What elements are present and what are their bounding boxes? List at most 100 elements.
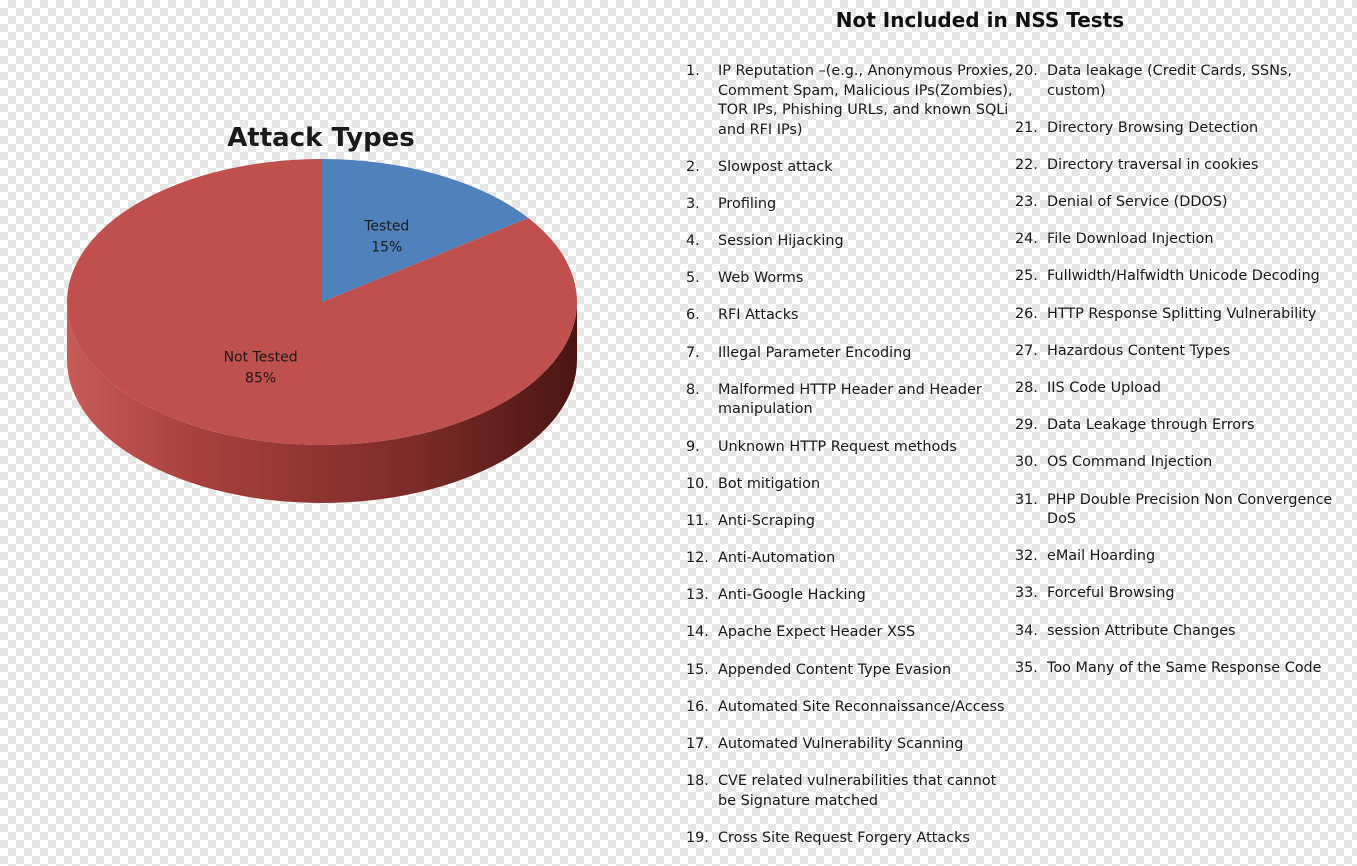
- list-item-number: 15.: [686, 661, 709, 678]
- list-item-number: 1.: [686, 63, 700, 79]
- list-item: 34. session Attribute Changes: [1015, 622, 1355, 642]
- list-item-text: Malformed HTTP Header and Header manipul…: [718, 381, 982, 418]
- list-item-number: 3.: [686, 195, 700, 212]
- list-item-number: 10.: [686, 475, 709, 492]
- list-item: 24. File Download Injection: [1015, 230, 1355, 250]
- list-item-number: 32.: [1015, 548, 1038, 565]
- list-item-number: 17.: [686, 736, 709, 752]
- list-item-number: 26.: [1015, 305, 1038, 322]
- list-item-text: PHP Double Precision Non Convergence DoS: [1047, 491, 1333, 528]
- slice-percent-label: 15%: [371, 240, 402, 256]
- list-item-text: Automated Vulnerability Scanning: [718, 736, 964, 752]
- list-item-text: IIS Code Upload: [1047, 380, 1162, 396]
- list-item: 29. Data Leakage through Errors: [1015, 416, 1355, 436]
- list-item: 2. Slowpost attack: [686, 158, 1016, 178]
- list-item-number: 29.: [1015, 417, 1038, 434]
- list-item-number: 7.: [686, 344, 700, 361]
- list-item: 12. Anti-Automation: [686, 549, 1016, 569]
- list-item: 32. eMail Hoarding: [1015, 547, 1355, 567]
- list-item-text: Data leakage (Credit Cards, SSNs, custom…: [1047, 63, 1292, 99]
- list-item: 16. Automated Site Reconnaissance/Access: [686, 698, 1016, 718]
- list-item: 9. Unknown HTTP Request methods: [686, 438, 1016, 458]
- list-item: 6. RFI Attacks: [686, 306, 1016, 326]
- list-item: 8. Malformed HTTP Header and Header manip…: [686, 381, 1016, 420]
- list-item: 1. IP Reputation –(e.g., Anonymous Proxie…: [686, 62, 1016, 140]
- list-column-right: 20. Data leakage (Credit Cards, SSNs, cus…: [1015, 62, 1355, 696]
- list-item-text: Unknown HTTP Request methods: [718, 438, 957, 455]
- list-item-text: eMail Hoarding: [1047, 548, 1156, 565]
- list-item-number: 14.: [686, 624, 709, 641]
- list-item-text: Denial of Service (DDOS): [1047, 194, 1228, 211]
- list-item-number: 16.: [686, 698, 709, 715]
- list-item: 17. Automated Vulnerability Scanning: [686, 735, 1016, 755]
- list-item: 35. Too Many of the Same Response Code: [1015, 659, 1355, 679]
- slice-category-label: Tested: [363, 219, 409, 235]
- list-item-number: 34.: [1015, 622, 1038, 639]
- list-item: 15. Appended Content Type Evasion: [686, 661, 1016, 681]
- list-item: 4. Session Hijacking: [686, 232, 1016, 252]
- list-item: 22. Directory traversal in cookies: [1015, 156, 1355, 176]
- list-item: 20. Data leakage (Credit Cards, SSNs, cus…: [1015, 62, 1355, 101]
- list-item: 3. Profiling: [686, 195, 1016, 215]
- list-item-number: 4.: [686, 233, 700, 250]
- list-title: Not Included in NSS Tests: [835, 8, 1125, 32]
- list-item-text: Profiling: [718, 195, 777, 212]
- list-item-text: HTTP Response Splitting Vulnerability: [1047, 305, 1317, 322]
- list-item: 5. Web Worms: [686, 269, 1016, 289]
- list-item: 19. Cross Site Request Forgery Attacks: [686, 829, 1016, 849]
- list-item: 28. IIS Code Upload: [1015, 379, 1355, 399]
- list-item-text: Slowpost attack: [718, 158, 833, 175]
- list-item-number: 11.: [686, 512, 709, 529]
- list-item-text: Bot mitigation: [718, 475, 821, 492]
- list-item-number: 28.: [1015, 380, 1038, 396]
- list-item: 14. Apache Expect Header XSS: [686, 623, 1016, 643]
- list-item: 7. Illegal Parameter Encoding: [686, 344, 1016, 364]
- pie-slice-side-not-tested: [67, 302, 577, 503]
- list-item-text: Fullwidth/Halfwidth Unicode Decoding: [1047, 268, 1320, 285]
- list-item-text: Apache Expect Header XSS: [718, 624, 916, 641]
- list-item-number: 19.: [686, 829, 709, 846]
- list-item-number: 22.: [1015, 156, 1038, 173]
- list-column-left: 1. IP Reputation –(e.g., Anonymous Proxie…: [686, 62, 1016, 866]
- list-item-number: 8.: [686, 381, 700, 398]
- list-item-text: Directory Browsing Detection: [1047, 119, 1259, 136]
- list-item: 21. Directory Browsing Detection: [1015, 119, 1355, 139]
- list-item-text: session Attribute Changes: [1047, 622, 1236, 639]
- list-item-text: IP Reputation –(e.g., Anonymous Proxies,…: [718, 63, 1013, 138]
- list-item-text: Web Worms: [718, 270, 804, 287]
- list-item-number: 13.: [686, 587, 709, 604]
- list-item-number: 12.: [686, 550, 709, 567]
- list-item-number: 18.: [686, 773, 709, 790]
- list-item-text: Directory traversal in cookies: [1047, 156, 1259, 173]
- list-item: 13. Anti-Google Hacking: [686, 586, 1016, 606]
- list-item-text: Data Leakage through Errors: [1047, 417, 1255, 434]
- list-item-number: 2.: [686, 158, 700, 175]
- list-item-text: OS Command Injection: [1047, 454, 1213, 471]
- list-item-text: RFI Attacks: [718, 307, 799, 324]
- list-item-text: Forceful Browsing: [1047, 585, 1175, 602]
- list-item: 33. Forceful Browsing: [1015, 584, 1355, 604]
- list-item-text: Automated Site Reconnaissance/Access: [718, 698, 1005, 715]
- list-item-text: Appended Content Type Evasion: [718, 661, 952, 678]
- list-item: 31. PHP Double Precision Non Convergence …: [1015, 491, 1355, 530]
- list-item: 10. Bot mitigation: [686, 475, 1016, 495]
- list-item-number: 33.: [1015, 585, 1038, 602]
- chart-title: Attack Types: [227, 123, 415, 153]
- list-item-text: Illegal Parameter Encoding: [718, 344, 912, 361]
- slice-percent-label: 85%: [245, 371, 276, 387]
- list-item: 23. Denial of Service (DDOS): [1015, 193, 1355, 213]
- list-item-text: CVE related vulnerabilities that cannot …: [718, 773, 997, 809]
- list-item-number: 5.: [686, 270, 700, 287]
- list-item: 25. Fullwidth/Halfwidth Unicode Decoding: [1015, 267, 1355, 287]
- list-item-number: 9.: [686, 438, 700, 455]
- list-item: 27. Hazardous Content Types: [1015, 342, 1355, 362]
- list-item-text: Cross Site Request Forgery Attacks: [718, 829, 970, 846]
- list-item-number: 25.: [1015, 268, 1038, 285]
- list-item: 18. CVE related vulnerabilities that cann…: [686, 772, 1016, 811]
- list-item-text: File Download Injection: [1047, 231, 1214, 248]
- slice-category-label: Not Tested: [224, 350, 298, 366]
- list-item-text: Anti-Google Hacking: [718, 587, 866, 604]
- pie-slice-tested: [322, 159, 529, 302]
- list-item-number: 30.: [1015, 454, 1038, 471]
- list-item-text: Session Hijacking: [718, 233, 844, 250]
